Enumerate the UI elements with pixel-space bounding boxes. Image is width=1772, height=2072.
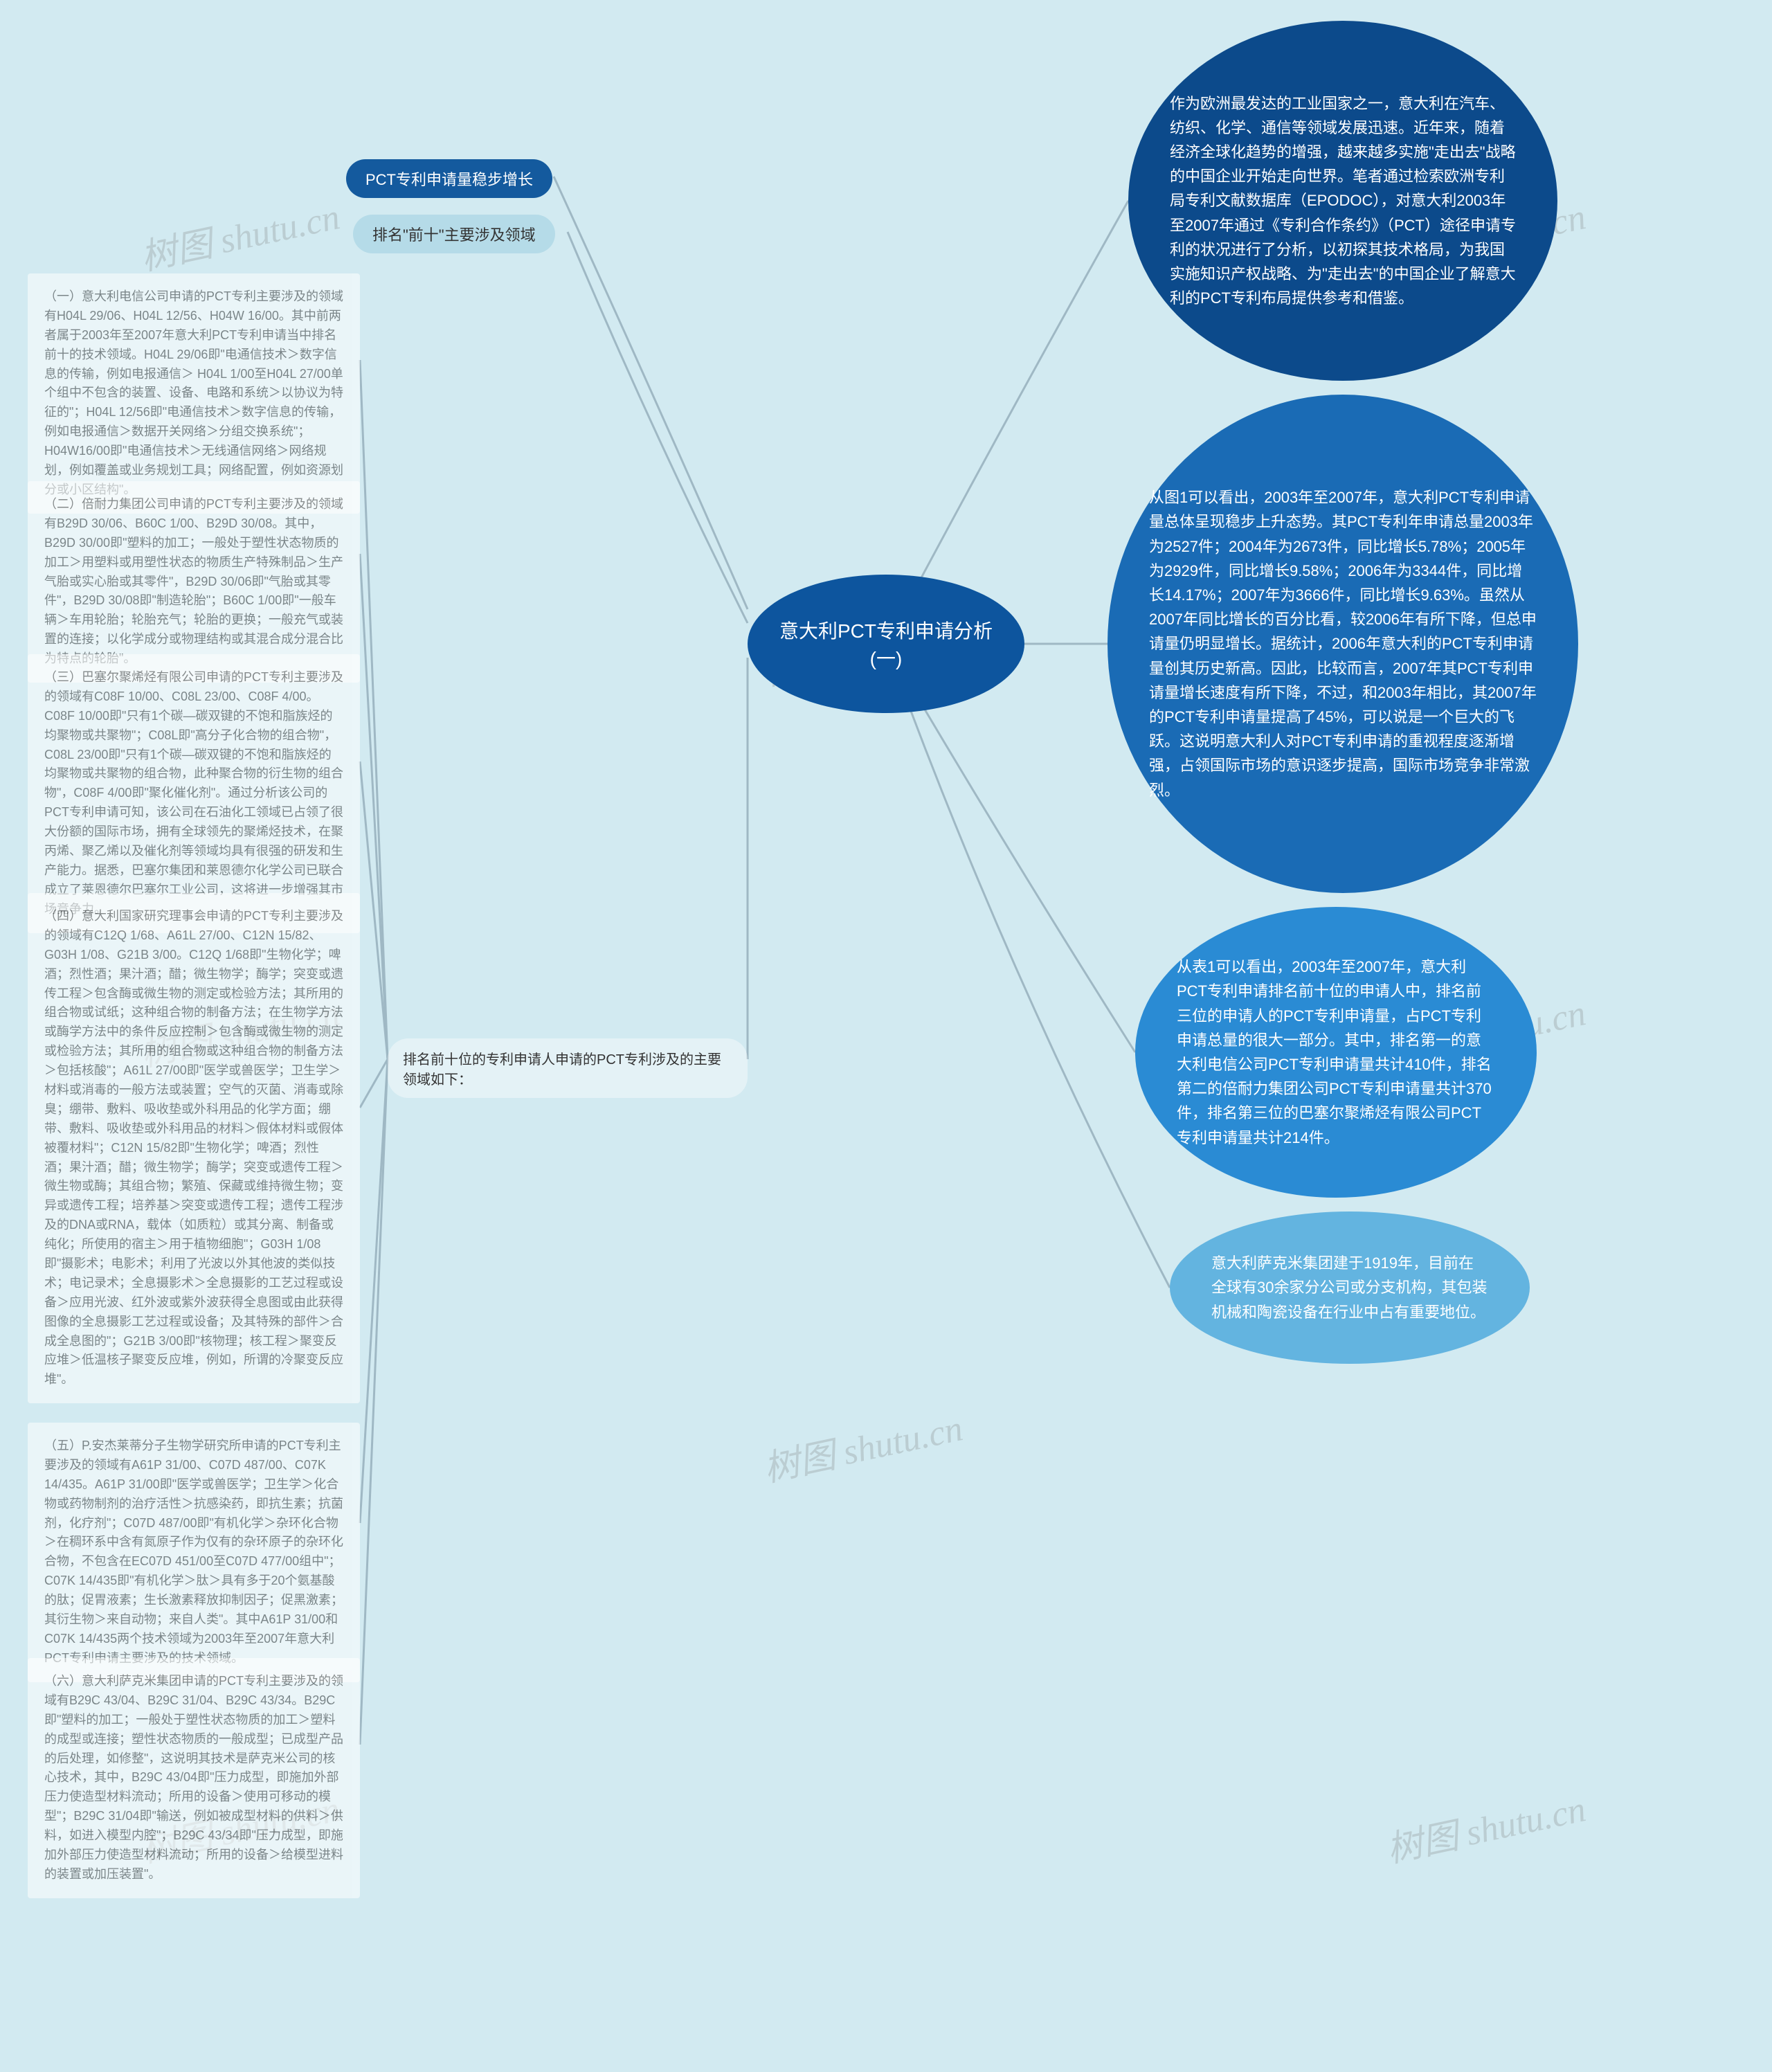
watermark-5: 树图 shutu.cn	[758, 1398, 966, 1491]
connector-5	[568, 232, 748, 623]
applicants-label: 排名前十位的专利申请人申请的PCT专利涉及的主要领域如下：	[388, 1038, 748, 1098]
connector-8	[360, 554, 388, 1059]
center-node: 意大利PCT专利申请分析(一)	[748, 575, 1024, 713]
right-ellipse-0: 作为欧洲最发达的工业国家之一，意大利在汽车、纺织、化学、通信等领域发展迅速。近年…	[1128, 21, 1557, 381]
connector-9	[360, 762, 388, 1059]
connector-12	[360, 1059, 388, 1745]
right-ellipse-text-2: 从表1可以看出，2003年至2007年，意大利PCT专利申请排名前十位的申请人中…	[1177, 955, 1495, 1150]
left-block-2: （三）巴塞尔聚烯烃有限公司申请的PCT专利主要涉及的领域有C08F 10/00、…	[28, 654, 360, 933]
left-block-0: （一）意大利电信公司申请的PCT专利主要涉及的领域有H04L 29/06、H04…	[28, 273, 360, 514]
right-ellipse-text-0: 作为欧洲最发达的工业国家之一，意大利在汽车、纺织、化学、通信等领域发展迅速。近年…	[1170, 91, 1516, 311]
left-block-1: （二）倍耐力集团公司申请的PCT专利主要涉及的领域有B29D 30/06、B60…	[28, 481, 360, 683]
right-ellipse-2: 从表1可以看出，2003年至2007年，意大利PCT专利申请排名前十位的申请人中…	[1135, 907, 1537, 1198]
right-ellipse-1: 从图1可以看出，2003年至2007年，意大利PCT专利申请量总体呈现稳步上升态…	[1108, 395, 1578, 893]
left-block-4: （五）P.安杰莱蒂分子生物学研究所申请的PCT专利主要涉及的领域有A61P 31…	[28, 1423, 360, 1682]
right-ellipse-text-1: 从图1可以看出，2003年至2007年，意大利PCT专利申请量总体呈现稳步上升态…	[1149, 485, 1537, 802]
connector-4	[554, 177, 748, 609]
left-pill-0: PCT专利申请量稳步增长	[346, 159, 552, 198]
left-pill-1: 排名"前十"主要涉及领域	[353, 215, 555, 253]
right-ellipse-3: 意大利萨克米集团建于1919年，目前在全球有30余家分公司或分支机构，其包装机械…	[1170, 1211, 1530, 1364]
connector-11	[360, 1059, 388, 1523]
watermark-0: 树图 shutu.cn	[135, 187, 343, 280]
connector-10	[360, 1059, 388, 1108]
center-label: 意大利PCT专利申请分析(一)	[768, 616, 1004, 672]
left-block-5: （六）意大利萨克米集团申请的PCT专利主要涉及的领域有B29C 43/04、B2…	[28, 1658, 360, 1898]
left-block-3: （四）意大利国家研究理事会申请的PCT专利主要涉及的领域有C12Q 1/68、A…	[28, 893, 360, 1403]
right-ellipse-text-3: 意大利萨克米集团建于1919年，目前在全球有30余家分公司或分支机构，其包装机械…	[1211, 1251, 1488, 1324]
connector-7	[360, 360, 388, 1059]
watermark-7: 树图 shutu.cn	[1381, 1779, 1589, 1872]
